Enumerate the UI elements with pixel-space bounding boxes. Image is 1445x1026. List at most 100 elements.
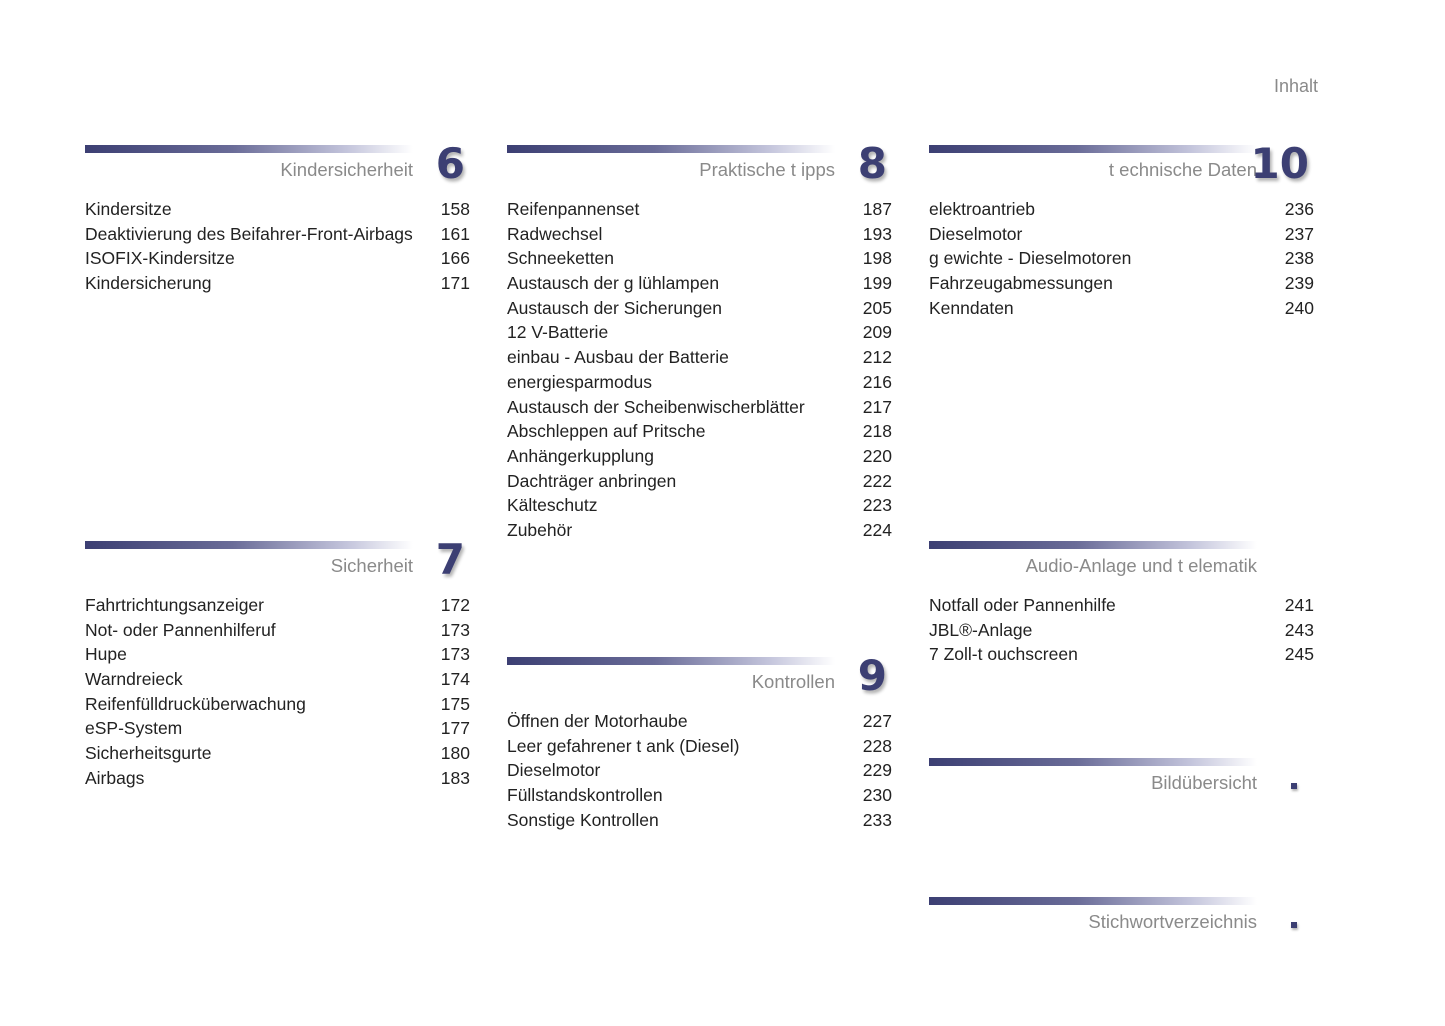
toc-entry[interactable]: Dieselmotor 229 [507, 758, 892, 783]
section-title[interactable]: Audio-Anlage und t elematik [1025, 555, 1257, 576]
entry-page[interactable]: 183 [440, 767, 470, 788]
entry-label[interactable]: Reifenfülldrucküberwachung [85, 693, 306, 714]
entry-page[interactable]: 230 [862, 785, 892, 806]
entry-label[interactable]: Deaktivierung des Beifahrer-Front-Airbag… [85, 223, 413, 244]
entry-page[interactable]: 209 [862, 322, 892, 343]
entry-label[interactable]: Fahrtrichtungsanzeiger [85, 595, 264, 615]
toc-entry[interactable]: einbau - Ausbau der Batterie 212 [507, 345, 892, 370]
entry-label[interactable]: Reifenpannenset [507, 199, 640, 219]
entry-label[interactable]: Notfall oder Pannenhilfe [929, 595, 1116, 615]
entry-page[interactable]: 245 [1284, 644, 1314, 665]
entry-page[interactable]: 238 [1284, 248, 1314, 269]
toc-entry[interactable]: elektroantrieb 236 [929, 197, 1314, 222]
entry-label[interactable]: Kindersicherung [85, 273, 212, 294]
entry-page[interactable]: 180 [440, 743, 470, 764]
entry-page[interactable]: 198 [862, 248, 892, 269]
section-title[interactable]: Stichwortverzeichnis [1088, 911, 1257, 932]
section-title[interactable]: Bildübersicht [1151, 772, 1257, 793]
entry-page[interactable]: 224 [862, 519, 892, 540]
entry-label[interactable]: Leer gefahrener t ank (Diesel) [507, 735, 740, 756]
entry-page[interactable]: 193 [862, 223, 892, 244]
entry-page[interactable]: 236 [1284, 199, 1314, 219]
entry-page[interactable]: 227 [862, 711, 892, 731]
toc-entry[interactable]: 12 V-Batterie 209 [507, 320, 892, 345]
entry-page[interactable]: 158 [440, 199, 470, 219]
toc-entry[interactable]: Sonstige Kontrollen 233 [507, 808, 892, 833]
section-title[interactable]: Praktische t ipps [699, 159, 835, 180]
entry-page[interactable]: 228 [862, 735, 892, 756]
entry-page[interactable]: 175 [440, 693, 470, 714]
entry-label[interactable]: Dieselmotor [507, 760, 601, 781]
entry-page[interactable]: 229 [862, 760, 892, 781]
entry-label[interactable]: Hupe [85, 644, 127, 665]
toc-entry[interactable]: Kindersitze 158 [85, 197, 470, 222]
toc-entry[interactable]: Anhängerkupplung 220 [507, 444, 892, 469]
entry-label[interactable]: Radwechsel [507, 223, 603, 244]
entry-label[interactable]: Dieselmotor [929, 223, 1023, 244]
entry-page[interactable]: 173 [440, 644, 470, 665]
entry-page[interactable]: 239 [1284, 273, 1314, 294]
entry-page[interactable]: 223 [862, 495, 892, 516]
entry-label[interactable]: Kälteschutz [507, 495, 598, 516]
toc-entry[interactable]: Leer gefahrener t ank (Diesel) 228 [507, 734, 892, 759]
section-title[interactable]: Sicherheit [330, 555, 413, 576]
toc-entry[interactable]: Kindersicherung 171 [85, 271, 470, 296]
toc-entry[interactable]: Warndreieck 174 [85, 667, 470, 692]
toc-entry[interactable]: Öffnen der Motorhaube 227 [507, 709, 892, 734]
toc-entry[interactable]: Hupe 173 [85, 642, 470, 667]
section-title[interactable]: Kindersicherheit [280, 159, 413, 180]
entry-label[interactable]: energiesparmodus [507, 371, 652, 392]
toc-entry[interactable]: Reifenpannenset 187 [507, 197, 892, 222]
entry-label[interactable]: Abschleppen auf Pritsche [507, 421, 706, 442]
toc-entry[interactable]: Kenndaten 240 [929, 296, 1314, 321]
entry-label[interactable]: einbau - Ausbau der Batterie [507, 347, 729, 368]
entry-page[interactable]: 166 [440, 248, 470, 269]
section-title[interactable]: Kontrollen [751, 671, 835, 692]
toc-entry[interactable]: Radwechsel 193 [507, 222, 892, 247]
toc-entry[interactable]: Austausch der Sicherungen 205 [507, 296, 892, 321]
entry-label[interactable]: 12 V-Batterie [507, 322, 609, 343]
entry-label[interactable]: Zubehör [507, 519, 573, 540]
entry-label[interactable]: Öffnen der Motorhaube [507, 711, 688, 731]
entry-label[interactable]: elektroantrieb [929, 199, 1036, 219]
toc-entry[interactable]: Sicherheitsgurte 180 [85, 741, 470, 766]
toc-entry[interactable]: g ewichte - Dieselmotoren 238 [929, 246, 1314, 271]
entry-label[interactable]: Austausch der Sicherungen [507, 297, 722, 318]
entry-label[interactable]: Not- oder Pannenhilferuf [85, 619, 276, 640]
entry-page[interactable]: 220 [862, 445, 892, 466]
toc-entry[interactable]: JBL®-Anlage 243 [929, 618, 1314, 643]
toc-entry[interactable]: ISOFIX-Kindersitze 166 [85, 246, 470, 271]
toc-entry[interactable]: Airbags 183 [85, 766, 470, 791]
entry-label[interactable]: 7 Zoll-t ouchscreen [929, 644, 1078, 665]
entry-page[interactable]: 241 [1284, 595, 1314, 615]
toc-entry[interactable]: Austausch der Scheibenwischerblätter 217 [507, 395, 892, 420]
entry-label[interactable]: Dachträger anbringen [507, 470, 677, 491]
toc-entry[interactable]: Dieselmotor 237 [929, 222, 1314, 247]
entry-label[interactable]: Kenndaten [929, 297, 1014, 318]
entry-page[interactable]: 212 [862, 347, 892, 368]
toc-entry[interactable]: 7 Zoll-t ouchscreen 245 [929, 642, 1314, 667]
entry-label[interactable]: Fahrzeugabmessungen [929, 273, 1113, 294]
section-title[interactable]: t echnische Daten [1108, 159, 1257, 180]
toc-entry[interactable]: eSP-System 177 [85, 716, 470, 741]
entry-label[interactable]: Warndreieck [85, 669, 183, 690]
entry-label[interactable]: g ewichte - Dieselmotoren [929, 248, 1132, 269]
toc-entry[interactable]: Kälteschutz 223 [507, 493, 892, 518]
toc-entry[interactable]: Zubehör 224 [507, 518, 892, 543]
entry-label[interactable]: Austausch der g lühlampen [507, 273, 720, 294]
toc-entry[interactable]: Notfall oder Pannenhilfe 241 [929, 593, 1314, 618]
entry-label[interactable]: Sicherheitsgurte [85, 743, 212, 764]
entry-label[interactable]: Airbags [85, 767, 145, 788]
entry-page[interactable]: 243 [1284, 619, 1314, 640]
entry-page[interactable]: 199 [862, 273, 892, 294]
toc-entry[interactable]: Abschleppen auf Pritsche 218 [507, 419, 892, 444]
entry-page[interactable]: 174 [440, 669, 470, 690]
entry-label[interactable]: Anhängerkupplung [507, 445, 654, 466]
entry-page[interactable]: 237 [1284, 223, 1314, 244]
toc-entry[interactable]: Deaktivierung des Beifahrer-Front-Airbag… [85, 222, 470, 247]
toc-entry[interactable]: Reifenfülldrucküberwachung 175 [85, 692, 470, 717]
toc-entry[interactable]: energiesparmodus 216 [507, 370, 892, 395]
entry-page[interactable]: 240 [1284, 297, 1314, 318]
toc-entry[interactable]: Füllstandskontrollen 230 [507, 783, 892, 808]
entry-label[interactable]: Sonstige Kontrollen [507, 809, 659, 830]
